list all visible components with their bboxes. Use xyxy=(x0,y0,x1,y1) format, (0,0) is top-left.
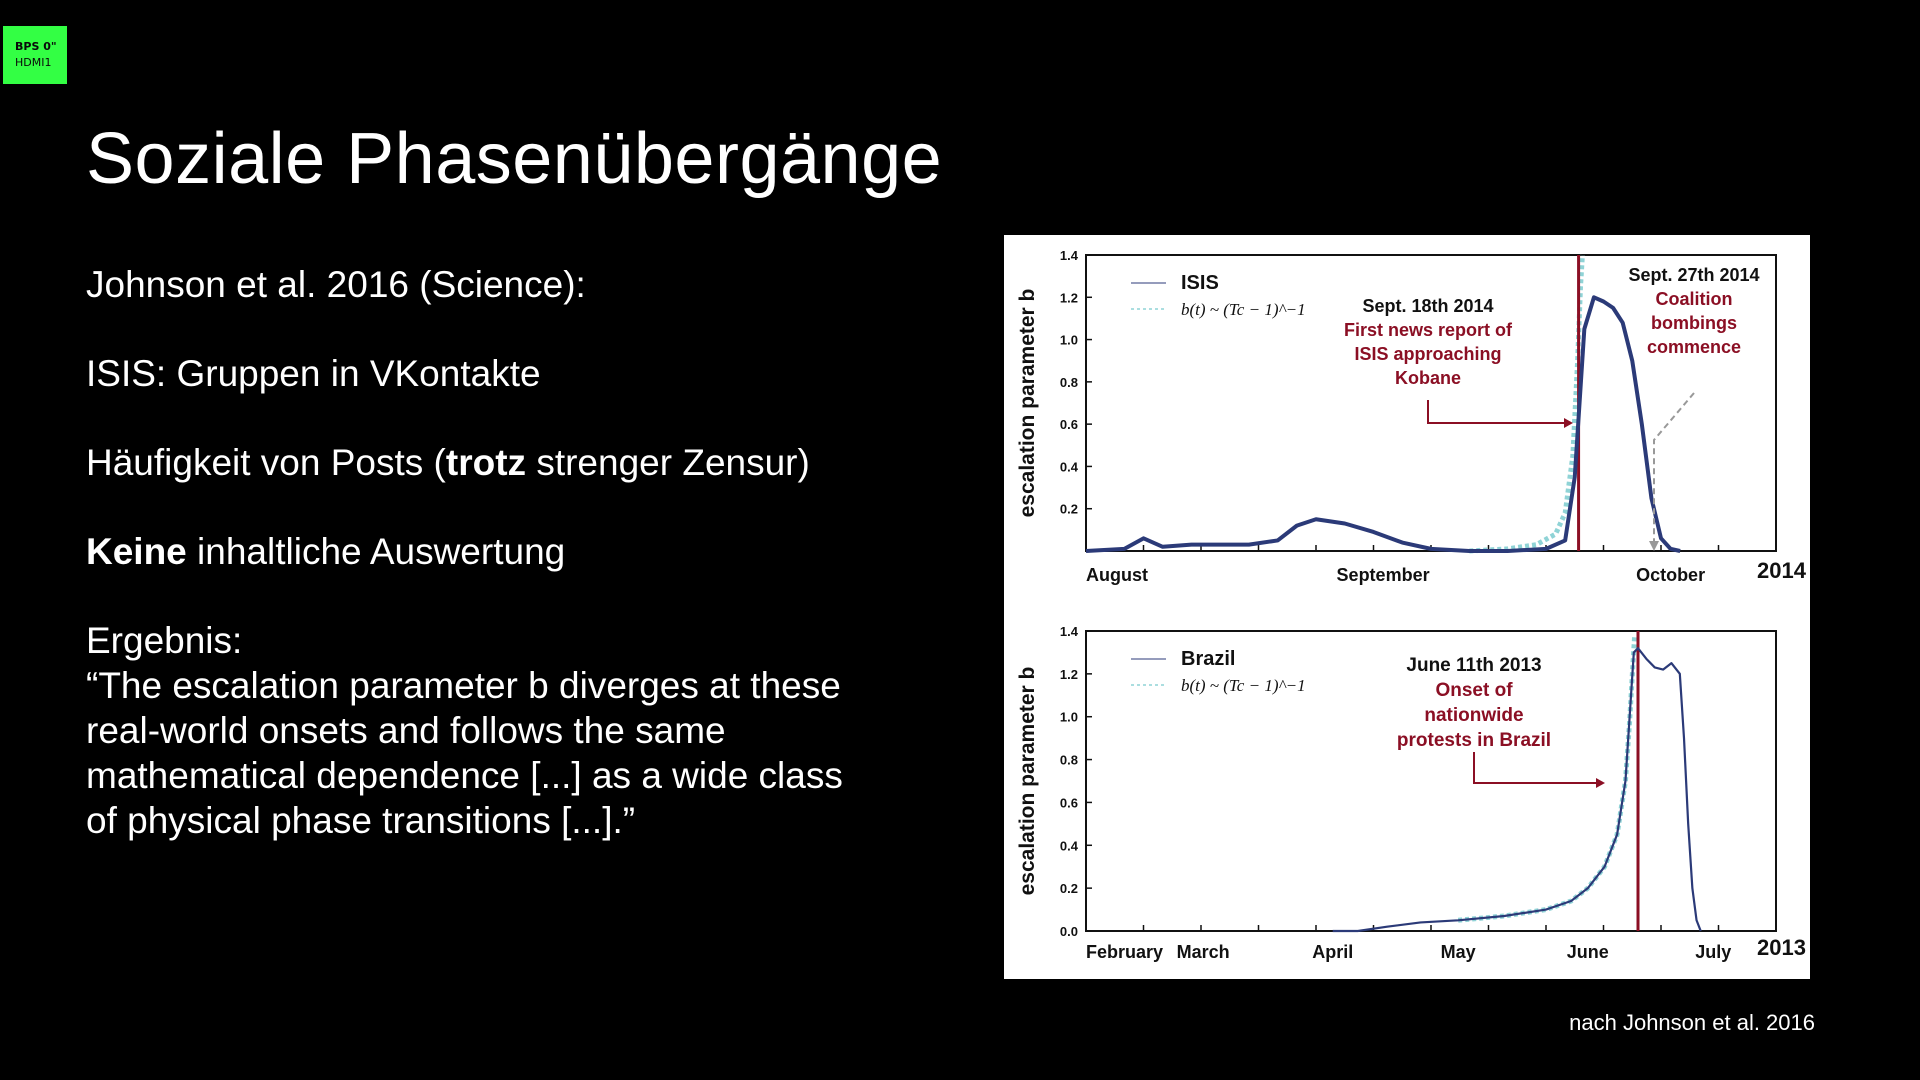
slide-title: Soziale Phasenübergänge xyxy=(86,119,943,199)
chart2-y-tick-label: 0.8 xyxy=(1060,753,1078,768)
chart2-y-tick-label: 1.2 xyxy=(1060,667,1078,682)
annotation-bombings-line: Coalition xyxy=(1656,289,1733,309)
chart1-y-tick-label: 1.2 xyxy=(1060,290,1078,305)
analysis-line-b: inhaltliche Auswertung xyxy=(186,531,566,572)
arrow-brazil xyxy=(1473,752,1596,784)
chart2-y-tick-label: 1.0 xyxy=(1060,710,1078,725)
chart1-y-tick-label: 0.8 xyxy=(1060,375,1078,390)
posts-line-a: Häufigkeit von Posts ( xyxy=(86,442,446,483)
osd-line-1: BPS 0" xyxy=(15,40,57,53)
annotation-kobane-line: First news report of xyxy=(1344,320,1513,340)
chart2-legend-fit-label: b(t) ~ (Tc − 1)^−1 xyxy=(1181,676,1306,695)
arrow-bombings xyxy=(1653,392,1695,547)
chart2-year-label: 2013 xyxy=(1757,935,1806,960)
annotation-kobane-line: ISIS approaching xyxy=(1354,344,1501,364)
chart2-y-tick-label: 0.2 xyxy=(1060,881,1078,896)
chart1-y-tick-label: 0.4 xyxy=(1060,459,1079,474)
arrow-bombings-head xyxy=(1649,541,1659,551)
annotation-bombings-title: Sept. 27th 2014 xyxy=(1628,265,1759,285)
charts-svg: 1.4 1.2 1.0 0.8 0.6 0.4 0.2 August September Octo… xyxy=(1016,248,1807,962)
chart1-x-tick-label: August xyxy=(1086,565,1148,585)
chart2-x-tick-label: April xyxy=(1312,942,1353,962)
citation-line: Johnson et al. 2016 (Science): xyxy=(86,264,586,305)
result-heading: Ergebnis: xyxy=(86,620,243,661)
arrow-brazil-head xyxy=(1596,778,1605,788)
arrow-kobane xyxy=(1427,400,1564,424)
slide-body: Johnson et al. 2016 (Science): ISIS: Gru… xyxy=(86,262,906,843)
chart1-series-line xyxy=(1085,295,1681,553)
annotation-brazil-title: June 11th 2013 xyxy=(1406,655,1541,676)
chart2-y-axis-label: escalation parameter b xyxy=(1016,667,1039,896)
annotation-kobane-title: Sept. 18th 2014 xyxy=(1362,296,1493,316)
analysis-line: Keine inhaltliche Auswertung xyxy=(86,529,906,574)
chart2-x-tick-label: June xyxy=(1567,942,1609,962)
chart1-x-tick-label: October xyxy=(1636,565,1705,585)
annotation-kobane-line: Kobane xyxy=(1395,368,1461,388)
arrow-kobane-head xyxy=(1564,418,1573,428)
posts-line-bold: trotz xyxy=(445,442,527,483)
analysis-line-bold: Keine xyxy=(86,531,187,572)
chart1-y-tick-label: 1.4 xyxy=(1060,248,1079,263)
chart1-y-tick-label: 1.0 xyxy=(1060,333,1078,348)
chart1-y-tick-label: 0.6 xyxy=(1060,417,1078,432)
chart2-y-tick-label: 0.0 xyxy=(1060,924,1078,939)
annotation-bombings-line: bombings xyxy=(1651,313,1737,333)
quote-line-1: “The escalation parameter b diverges at … xyxy=(86,665,841,706)
quote-line-2: real-world onsets and follows the same xyxy=(86,710,726,751)
hdmi-osd-badge: BPS 0" HDMI1 xyxy=(3,26,67,84)
quote-line-4: of physical phase transitions [...].” xyxy=(86,800,636,841)
annotation-brazil-line: nationwide xyxy=(1424,705,1523,726)
chart1-y-tick-label: 0.2 xyxy=(1060,502,1078,517)
chart-figure: 1.4 1.2 1.0 0.8 0.6 0.4 0.2 August September Octo… xyxy=(1004,235,1810,979)
chart2-x-tick-label: May xyxy=(1441,942,1476,962)
chart2-series-line xyxy=(1332,647,1702,933)
chart1-x-tick-label: September xyxy=(1337,565,1430,585)
chart2-y-tick-label: 0.6 xyxy=(1060,795,1078,810)
source-caption: nach Johnson et al. 2016 xyxy=(1569,1010,1815,1035)
chart2-x-tick-label: July xyxy=(1695,942,1731,962)
chart1-legend-fit-label: b(t) ~ (Tc − 1)^−1 xyxy=(1181,300,1306,319)
chart2-y-tick-label: 0.4 xyxy=(1060,838,1079,853)
annotation-bombings-line: commence xyxy=(1647,337,1741,357)
annotation-brazil-line: Onset of xyxy=(1435,680,1513,701)
chart2-legend-series-label: Brazil xyxy=(1181,648,1235,670)
quote-line-3: mathematical dependence [...] as a wide … xyxy=(86,755,843,796)
chart2-fit-curve xyxy=(1457,635,1638,923)
chart1-legend-series-label: ISIS xyxy=(1181,272,1219,294)
chart2-x-tick-label: February xyxy=(1086,942,1163,962)
chart1-year-label: 2014 xyxy=(1757,558,1807,583)
isis-line: ISIS: Gruppen in VKontakte xyxy=(86,353,541,394)
chart1-fit-curve xyxy=(1469,254,1585,554)
chart1-y-axis-label: escalation parameter b xyxy=(1016,289,1039,518)
chart2-x-tick-label: March xyxy=(1177,942,1230,962)
annotation-brazil-line: protests in Brazil xyxy=(1397,730,1551,751)
chart2-y-tick-label: 1.4 xyxy=(1060,624,1079,639)
osd-line-2: HDMI1 xyxy=(15,56,52,69)
posts-line: Häufigkeit von Posts (trotz strenger Zen… xyxy=(86,440,906,485)
posts-line-b: strenger Zensur) xyxy=(526,442,810,483)
